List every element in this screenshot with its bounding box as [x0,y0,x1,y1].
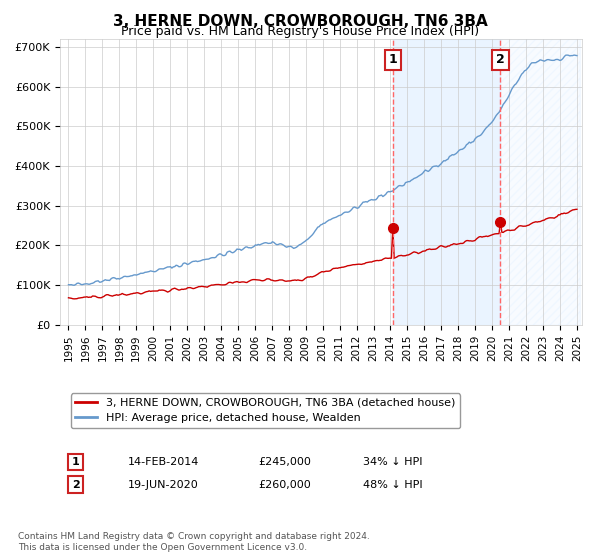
Bar [500,39,580,325]
Text: 1: 1 [72,457,80,467]
Text: Contains HM Land Registry data © Crown copyright and database right 2024.
This d: Contains HM Land Registry data © Crown c… [18,532,370,552]
Text: 3, HERNE DOWN, CROWBOROUGH, TN6 3BA: 3, HERNE DOWN, CROWBOROUGH, TN6 3BA [113,14,487,29]
Bar [393,39,500,325]
Text: 34% ↓ HPI: 34% ↓ HPI [363,457,422,467]
Text: Price paid vs. HM Land Registry's House Price Index (HPI): Price paid vs. HM Land Registry's House … [121,25,479,38]
Text: 1: 1 [388,54,397,67]
Text: 2: 2 [72,480,80,490]
Bar [500,39,580,325]
Text: 48% ↓ HPI: 48% ↓ HPI [363,480,422,490]
Text: £245,000: £245,000 [259,457,311,467]
Text: 19-JUN-2020: 19-JUN-2020 [128,480,199,490]
Text: 14-FEB-2014: 14-FEB-2014 [128,457,199,467]
Text: £260,000: £260,000 [259,480,311,490]
Text: 2: 2 [496,54,505,67]
Legend: 3, HERNE DOWN, CROWBOROUGH, TN6 3BA (detached house), HPI: Average price, detach: 3, HERNE DOWN, CROWBOROUGH, TN6 3BA (det… [71,393,460,428]
